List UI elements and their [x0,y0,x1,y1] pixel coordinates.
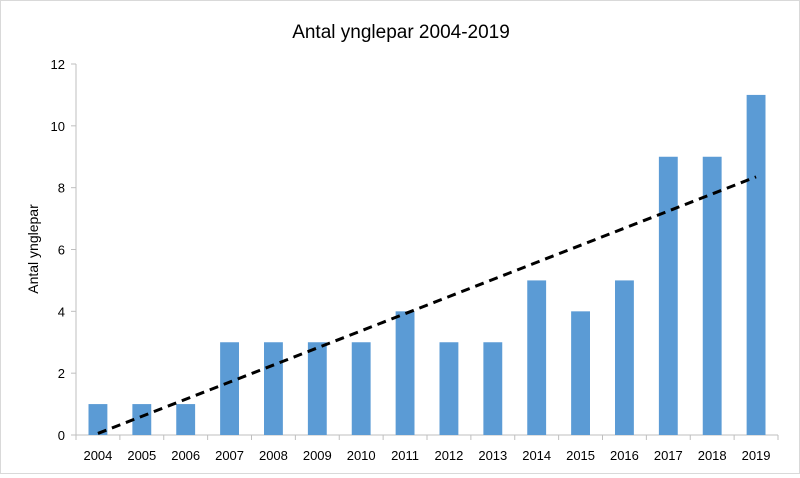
y-tick-label: 6 [58,243,65,258]
x-tick-label: 2014 [522,448,551,463]
bar-2019 [746,94,766,436]
y-tick-label: 8 [58,181,65,196]
y-tick-labels: 0 2 4 6 8 10 12 [51,57,65,443]
bar-2012 [439,342,459,435]
x-tick-label: 2012 [434,448,463,463]
x-tick-label: 2019 [742,448,771,463]
bar-2009 [307,342,327,435]
x-tick-label: 2013 [478,448,507,463]
bar-2017 [658,156,678,435]
bar-2013 [483,342,503,435]
y-tick-label: 12 [51,57,65,72]
x-tick-label: 2010 [347,448,376,463]
trendline-line [97,175,757,435]
x-tick-label: 2007 [215,448,244,463]
bar-2008 [264,342,283,435]
x-tick-labels: 2004 2005 2006 2007 2008 2009 2010 2011 2012 2013… [83,448,770,463]
bar-2006 [176,404,196,435]
bar-2007 [220,342,239,435]
x-tick-label: 2005 [127,448,156,463]
y-tick-label: 4 [58,304,65,319]
bar-2014 [527,280,547,435]
x-tick-label: 2004 [83,448,112,463]
bars [88,94,766,436]
x-tick-label: 2015 [566,448,595,463]
x-tick-label: 2016 [610,448,639,463]
x-tick-label: 2009 [303,448,332,463]
y-tick-label: 2 [58,366,65,381]
y-tick-label: 0 [58,428,65,443]
trendline [97,175,757,435]
x-tick-label: 2011 [391,448,419,463]
bar-2018 [702,156,722,435]
x-tick-label: 2006 [171,448,200,463]
bar-2011 [395,311,415,435]
x-tick-label: 2018 [698,448,727,463]
x-tick-label: 2017 [654,448,683,463]
bar-2010 [351,342,371,435]
y-axis-label: Antal ynglepar [25,204,41,294]
chart-title: Antal ynglepar 2004-2019 [292,22,510,43]
y-tick-label: 10 [51,119,65,134]
bar-2005 [132,404,152,435]
bar-2004 [88,404,108,435]
x-tick-label: 2008 [259,448,288,463]
bar-2016 [615,280,634,435]
bar-2015 [571,311,590,435]
